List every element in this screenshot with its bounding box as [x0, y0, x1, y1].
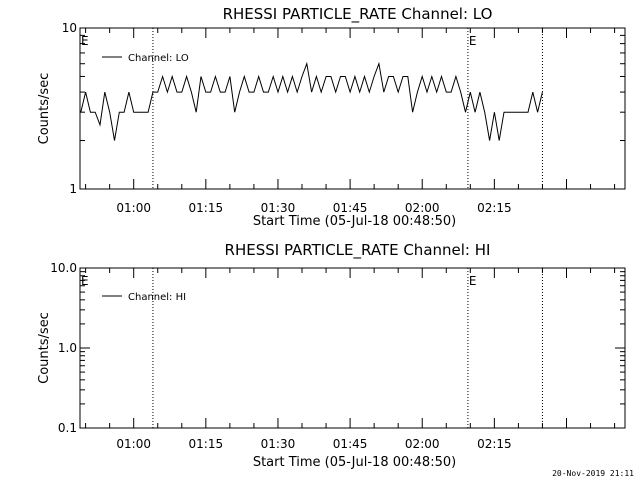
plot-frame: [79, 27, 626, 190]
legend-label: Channel: HI: [128, 292, 186, 303]
y-axis-label: Counts/sec: [37, 312, 52, 384]
chart-title: RHESSI PARTICLE_RATE Channel: HI: [225, 241, 491, 260]
x-tick-label: 02:00: [405, 201, 440, 215]
x-tick-label: 01:00: [116, 437, 151, 451]
series-line: [80, 61, 543, 141]
y-tick-label: 10: [62, 21, 77, 35]
x-tick-label: 01:45: [333, 437, 368, 451]
x-axis-label: Start Time (05-Jul-18 00:48:50): [253, 455, 456, 470]
event-marker-label: E: [81, 34, 89, 48]
footer-timestamp: 20-Nov-2019 21:11: [552, 469, 634, 478]
x-tick-label: 02:15: [477, 201, 512, 215]
x-tick-label: 01:15: [189, 437, 224, 451]
x-tick-label: 01:00: [116, 201, 151, 215]
y-tick-label: 10.0: [50, 261, 77, 275]
x-tick-label: 02:15: [477, 437, 512, 451]
x-tick-label: 02:00: [405, 437, 440, 451]
x-tick-label: 01:15: [189, 201, 224, 215]
chart-title: RHESSI PARTICLE_RATE Channel: LO: [223, 5, 493, 24]
x-tick-label: 01:30: [261, 201, 296, 215]
y-tick-label: 0.1: [58, 421, 77, 435]
x-tick-label: 01:30: [261, 437, 296, 451]
event-marker-label: E: [469, 274, 477, 288]
event-marker-label: E: [469, 34, 477, 48]
x-axis-label: Start Time (05-Jul-18 00:48:50): [253, 214, 456, 229]
event-marker-label: E: [81, 274, 89, 288]
x-tick-label: 01:45: [333, 201, 368, 215]
y-axis-label: Counts/sec: [37, 73, 52, 145]
legend-label: Channel: LO: [128, 53, 189, 64]
y-tick-label: 1.0: [58, 341, 77, 355]
y-tick-label: 1: [69, 182, 77, 196]
